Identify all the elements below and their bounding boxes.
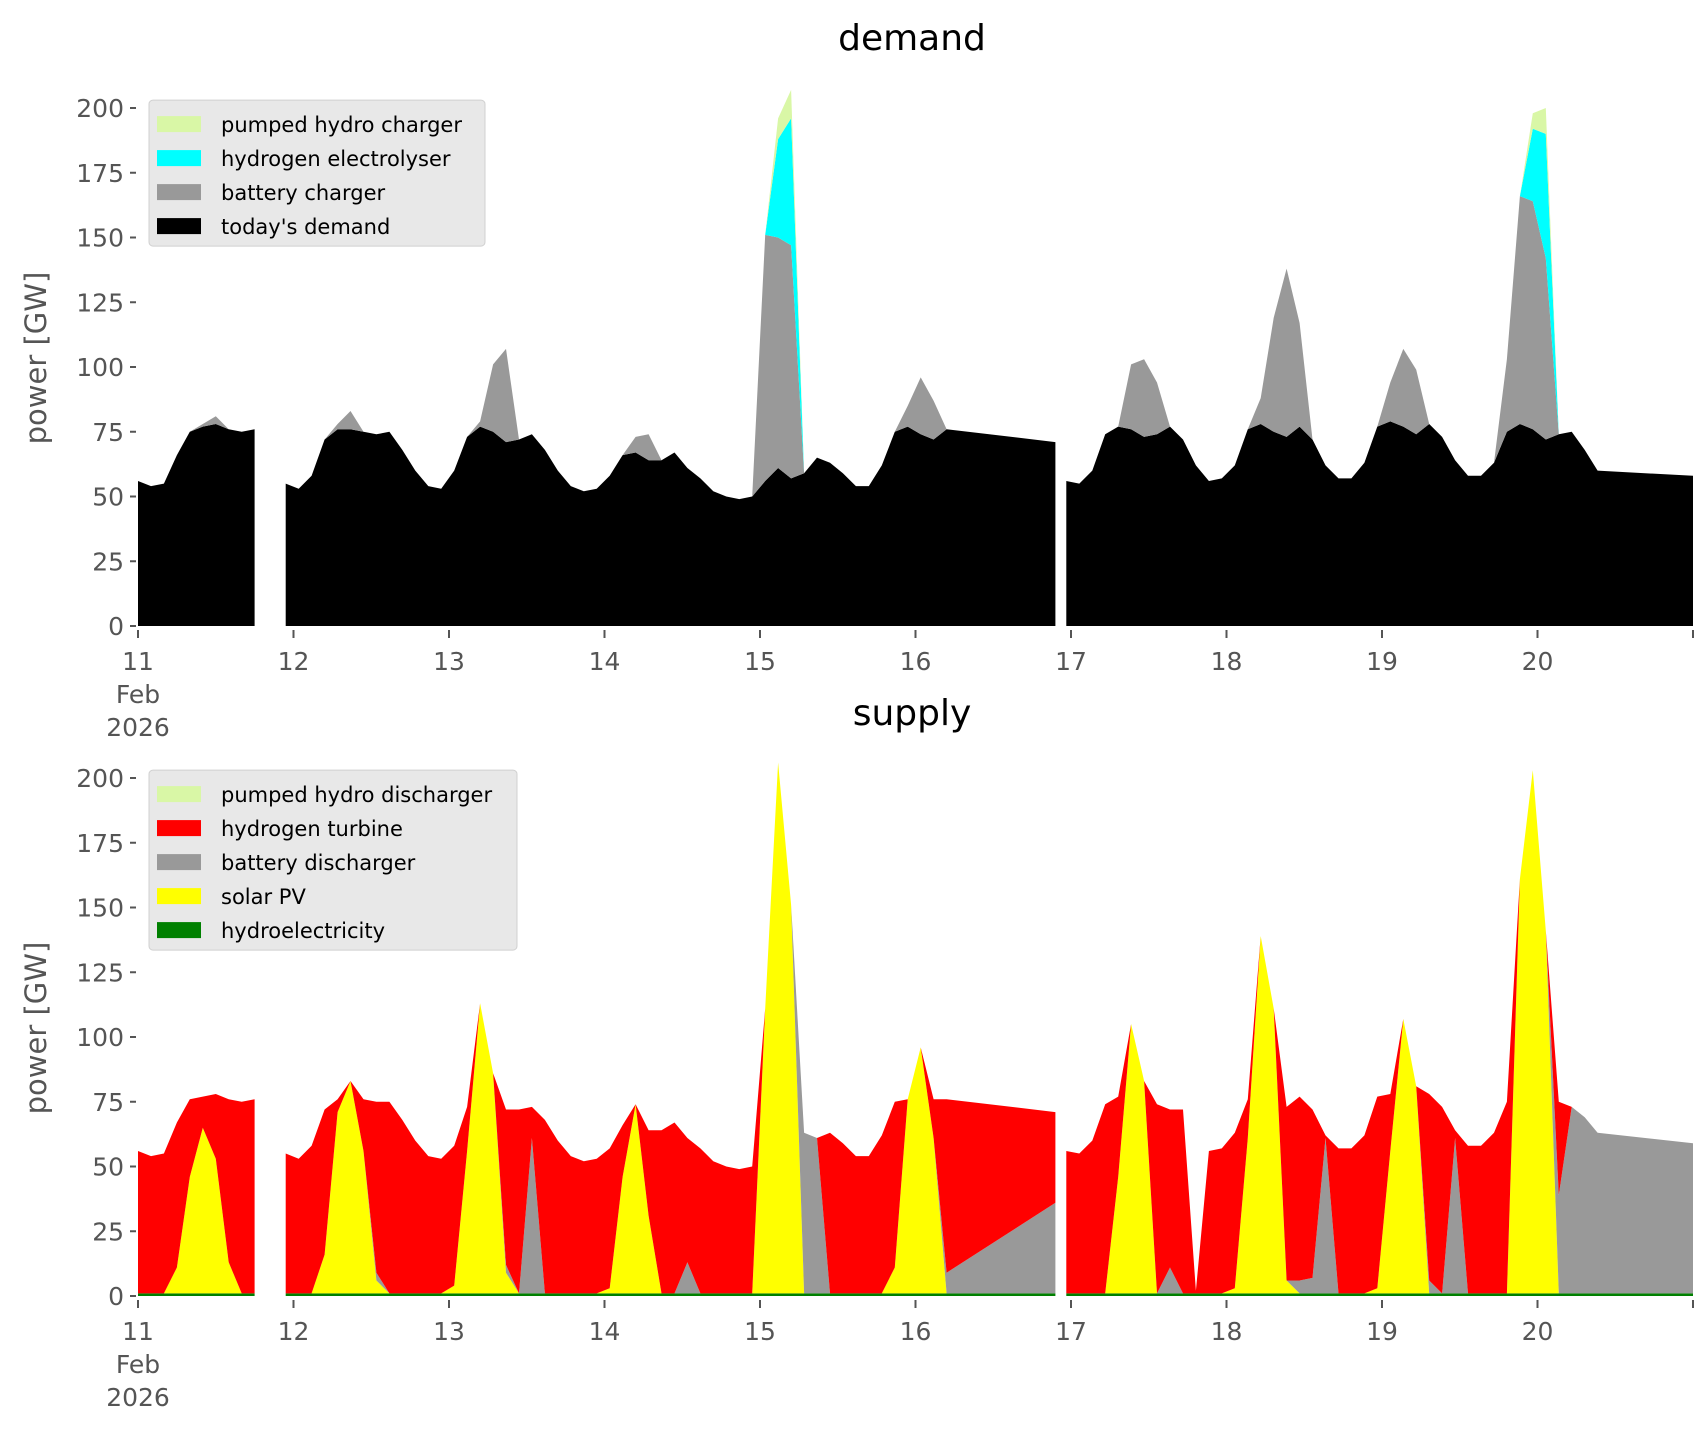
supply-area-hydrogen-turbine-segment-2 bbox=[1066, 770, 1693, 1294]
supply-xtick-label: 14 bbox=[589, 1317, 621, 1346]
supply-ytick-label: 25 bbox=[92, 1217, 124, 1246]
supply-ylabel: power [GW] bbox=[19, 942, 53, 1115]
demand-legend-swatch bbox=[157, 184, 201, 201]
demand-xtick-label: 2026 bbox=[106, 713, 170, 742]
demand-ytick-label: 150 bbox=[76, 224, 124, 253]
supply-area-hydroelectricity-segment-1 bbox=[285, 1293, 1056, 1296]
supply-legend-label: hydroelectricity bbox=[221, 919, 385, 943]
demand-ytick-label: 200 bbox=[76, 94, 124, 123]
supply-area-solar-pv-segment-0 bbox=[138, 1127, 255, 1294]
supply-ytick-label: 200 bbox=[76, 764, 124, 793]
demand-legend-label: hydrogen electrolyser bbox=[221, 147, 451, 171]
demand-legend-swatch bbox=[157, 116, 201, 133]
demand-ytick-label: 75 bbox=[92, 418, 124, 447]
supply-xtick-label: 15 bbox=[744, 1317, 776, 1346]
supply-xtick-label: 20 bbox=[1522, 1317, 1554, 1346]
demand-legend-swatch bbox=[157, 218, 201, 235]
supply-area-hydroelectricity-segment-0 bbox=[138, 1293, 255, 1296]
supply-area-solar-pv-segment-2 bbox=[1066, 770, 1693, 1294]
supply-axes: supply power [GW] 0 25 50 75 100 125 150 175 200 11… bbox=[19, 693, 1694, 1412]
supply-xtick-label: 17 bbox=[1055, 1317, 1087, 1346]
supply-ytick-label: 125 bbox=[76, 958, 124, 987]
demand-xtick-label: 20 bbox=[1522, 647, 1554, 676]
supply-xtick-label: 16 bbox=[900, 1317, 932, 1346]
demand-legend bbox=[148, 99, 486, 247]
supply-xtick-label: 11 bbox=[122, 1317, 154, 1346]
supply-ytick-label: 100 bbox=[76, 1023, 124, 1052]
supply-area-solar-pv-segment-1 bbox=[285, 762, 1056, 1294]
demand-xtick-label: 17 bbox=[1055, 647, 1087, 676]
demand-ylabel: power [GW] bbox=[19, 272, 53, 445]
supply-ytick-label: 0 bbox=[108, 1282, 124, 1311]
demand-legend-swatch bbox=[157, 150, 201, 167]
supply-xtick-label: Feb bbox=[116, 1350, 160, 1379]
supply-legend-label: battery discharger bbox=[221, 851, 416, 875]
demand-xtick-label: 15 bbox=[744, 647, 776, 676]
supply-legend-label: pumped hydro discharger bbox=[221, 783, 492, 807]
demand-area-today-s-demand-segment-0 bbox=[138, 424, 255, 626]
supply-legend-swatch bbox=[157, 786, 201, 803]
supply-ytick-label: 75 bbox=[92, 1088, 124, 1117]
demand-xtick-label: 19 bbox=[1366, 647, 1398, 676]
supply-legend bbox=[148, 769, 518, 951]
supply-xtick-label: 13 bbox=[433, 1317, 465, 1346]
supply-ytick-label: 175 bbox=[76, 829, 124, 858]
demand-legend-label: today's demand bbox=[221, 215, 390, 239]
demand-ytick-label: 25 bbox=[92, 547, 124, 576]
demand-area-battery-charger-segment-2 bbox=[1066, 196, 1693, 484]
supply-ytick-label: 50 bbox=[92, 1153, 124, 1182]
supply-legend-label: hydrogen turbine bbox=[221, 817, 403, 841]
demand-xtick-label: 16 bbox=[900, 647, 932, 676]
demand-area-today-s-demand-segment-1 bbox=[285, 426, 1056, 626]
supply-legend-swatch bbox=[157, 888, 201, 905]
demand-ytick-label: 100 bbox=[76, 353, 124, 382]
supply-area-hydroelectricity-segment-2 bbox=[1066, 1293, 1693, 1296]
supply-legend-swatch bbox=[157, 820, 201, 837]
supply-area-hydrogen-turbine-segment-1 bbox=[285, 762, 1056, 1294]
supply-ytick-label: 150 bbox=[76, 894, 124, 923]
supply-xtick-label: 2026 bbox=[106, 1383, 170, 1412]
supply-title: supply bbox=[853, 693, 972, 734]
demand-title: demand bbox=[838, 18, 986, 59]
demand-xtick-label: 14 bbox=[589, 647, 621, 676]
demand-xtick-label: 18 bbox=[1211, 647, 1243, 676]
supply-xtick-label: 19 bbox=[1366, 1317, 1398, 1346]
supply-area-battery-discharger-segment-2 bbox=[1066, 770, 1693, 1294]
demand-ytick-label: 0 bbox=[108, 612, 124, 641]
demand-legend-label: battery charger bbox=[221, 181, 386, 205]
demand-xtick-label: 11 bbox=[122, 647, 154, 676]
supply-legend-swatch bbox=[157, 854, 201, 871]
supply-xtick-label: 18 bbox=[1211, 1317, 1243, 1346]
demand-axes: demand power [GW] 0 25 50 75 100 125 150 175 200 11… bbox=[19, 18, 1694, 742]
demand-xtick-label: Feb bbox=[116, 680, 160, 709]
demand-xtick-label: 13 bbox=[433, 647, 465, 676]
demand-area-today-s-demand-segment-2 bbox=[1066, 421, 1693, 626]
demand-ytick-label: 50 bbox=[92, 483, 124, 512]
demand-ytick-label: 125 bbox=[76, 288, 124, 317]
demand-ytick-label: 175 bbox=[76, 159, 124, 188]
supply-legend-swatch bbox=[157, 922, 201, 939]
demand-xtick-label: 12 bbox=[278, 647, 310, 676]
demand-legend-label: pumped hydro charger bbox=[221, 113, 462, 137]
supply-legend-label: solar PV bbox=[221, 885, 306, 909]
supply-area-hydrogen-turbine-segment-0 bbox=[138, 1094, 255, 1294]
supply-xtick-label: 12 bbox=[278, 1317, 310, 1346]
